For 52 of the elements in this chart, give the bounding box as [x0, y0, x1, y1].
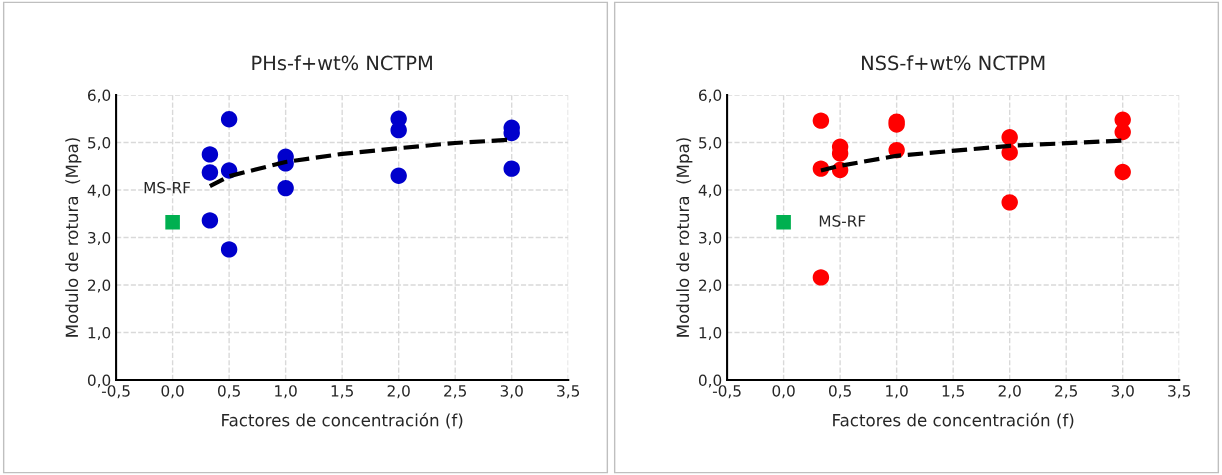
x-tick-label: 3,5 — [1168, 385, 1191, 399]
point — [220, 111, 238, 128]
y-tick-label: 2,0 — [88, 279, 111, 293]
chart-title: PHs-f+wt% NCTPM — [252, 55, 432, 71]
point — [812, 269, 830, 286]
point — [165, 215, 180, 230]
annotation: MS-RF — [819, 215, 866, 227]
point — [1114, 123, 1131, 141]
x-tick-label: 1,0 — [275, 385, 297, 399]
point — [390, 167, 407, 184]
x-tick-label: 1,5 — [942, 385, 964, 399]
x-tick-label: 0,5 — [217, 385, 240, 399]
y-tick-label: 4,0 — [698, 184, 722, 198]
point — [201, 164, 219, 181]
point — [201, 146, 219, 163]
y-tick-label: 4,0 — [87, 184, 111, 198]
y-axis-title: Modulo de rotura (Mpa) — [676, 138, 693, 337]
x-axis-title: Factores de concentración (f) — [833, 412, 1074, 429]
point — [503, 160, 520, 177]
x-tick-label: 2,0 — [387, 385, 410, 399]
annotation: MS-RF — [144, 181, 191, 194]
y-tick-label: 3,0 — [88, 231, 111, 246]
x-tick-label: 3,0 — [1111, 385, 1134, 399]
point — [1001, 194, 1018, 211]
y-axis-title: Modulo de rotura (Mpa) — [65, 138, 82, 337]
x-axis-title: Factores de concentración (f) — [222, 412, 463, 429]
y-tick-label: 2,0 — [699, 279, 722, 293]
point — [1114, 163, 1131, 181]
point — [220, 241, 238, 258]
y-tick-label: 5,0 — [88, 136, 111, 151]
chart-title: NSS-f+wt% NCTPM — [862, 55, 1045, 71]
x-tick-label: 3,5 — [557, 385, 580, 399]
point — [277, 179, 294, 197]
x-tick-label: 0,0 — [772, 385, 795, 399]
point — [1001, 129, 1018, 146]
x-tick-label: 2,5 — [444, 385, 467, 399]
point — [812, 112, 830, 129]
y-tick-label: 6,0 — [699, 89, 722, 103]
y-tick-label: 1,0 — [88, 326, 111, 341]
y-tick-label: 1,0 — [699, 326, 722, 341]
x-tick-label: 1,5 — [331, 385, 353, 399]
x-tick-label: 0,5 — [828, 385, 851, 399]
point — [776, 215, 791, 230]
x-tick-label: 2,0 — [998, 385, 1021, 399]
x-tick-label: 3,0 — [500, 385, 523, 399]
y-tick-label: 6,0 — [88, 89, 111, 103]
point — [201, 212, 219, 229]
y-tick-label: 5,0 — [699, 136, 722, 151]
x-tick-label: 0,0 — [161, 385, 184, 399]
x-tick-label: 2,5 — [1055, 385, 1078, 399]
y-tick-label: 3,0 — [699, 231, 722, 246]
x-tick-label: 1,0 — [886, 385, 908, 399]
